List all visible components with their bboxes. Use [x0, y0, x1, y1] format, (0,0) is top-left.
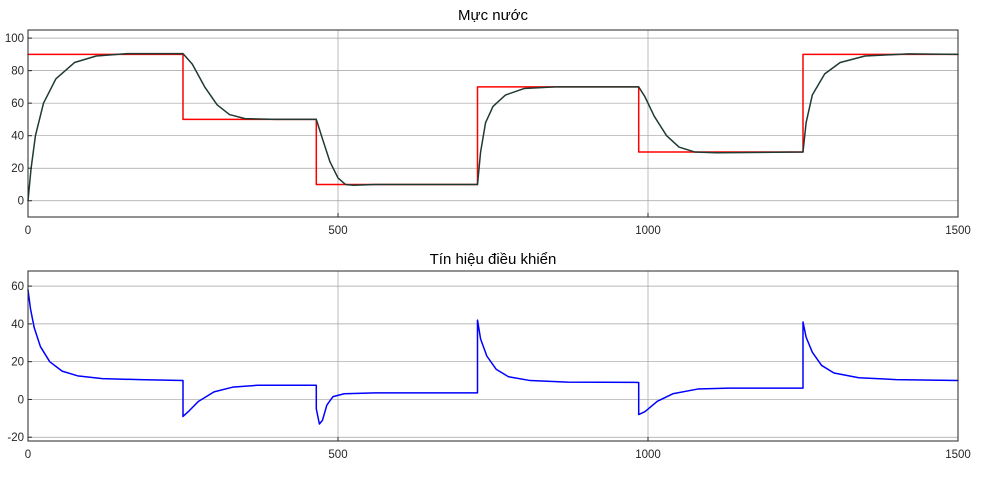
water-level-ytick-label: 80 [11, 66, 24, 78]
water-level-xtick-label: 1000 [635, 225, 661, 237]
water-level-ytick-label: 100 [5, 33, 24, 45]
control-signal-ytick-label: 40 [11, 319, 24, 331]
control-signal-ytick-label: -20 [7, 432, 24, 444]
water-level-xtick-label: 1500 [945, 225, 971, 237]
control-signal-ytick-label: 60 [11, 281, 24, 293]
water-level-axes-frame [27, 29, 959, 218]
water-level-ytick-label: 0 [18, 196, 24, 208]
control-signal-xtick-label: 0 [25, 449, 31, 461]
control-signal-xtick-label: 1000 [635, 449, 661, 461]
water-level-xtick-label: 500 [328, 225, 347, 237]
water-level-plot: Mực nước 0 500 1000 1500 0 20 40 60 80 100 [5, 7, 971, 237]
control-signal-xtick-label: 500 [328, 449, 347, 461]
control-signal-xtick-label: 1500 [945, 449, 971, 461]
control-signal-title: Tín hiệu điều khiển [430, 251, 557, 268]
water-level-ytick-label: 60 [11, 98, 24, 110]
control-signal-axes-frame [27, 270, 959, 442]
water-level-xtick-label: 0 [25, 225, 31, 237]
control-signal-ytick-label: 20 [11, 357, 24, 369]
control-signal-ytick-label: 0 [18, 394, 24, 406]
water-level-ytick-label: 40 [11, 131, 24, 143]
control-signal-series-0-line [27, 289, 959, 425]
water-level-title: Mực nước [458, 7, 528, 24]
water-level-series-0-line [27, 53, 959, 186]
water-level-series-1-line [27, 52, 959, 202]
water-level-ytick-label: 20 [11, 163, 24, 175]
